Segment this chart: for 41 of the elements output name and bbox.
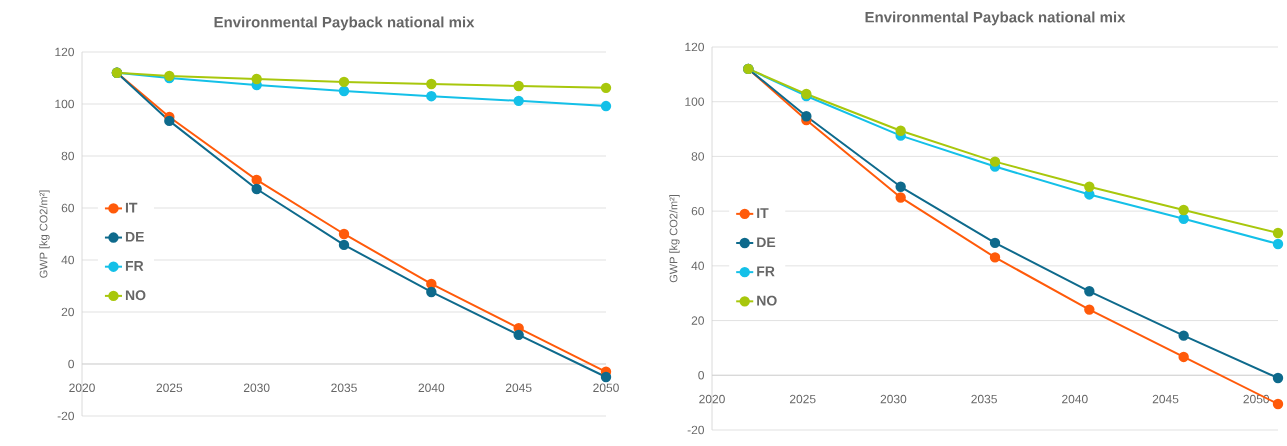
x-tick-label: 2045 xyxy=(1152,394,1179,404)
y-axis-title: GWP [kg CO2/m²] xyxy=(39,190,50,278)
x-tick-label: 2040 xyxy=(418,383,445,393)
y-tick-label: 60 xyxy=(61,203,75,213)
y-tick-label: 120 xyxy=(685,42,705,52)
legend-label: DE xyxy=(757,237,776,248)
legend-label: NO xyxy=(757,295,777,306)
y-tick-label: -20 xyxy=(687,425,705,435)
x-tick-label: 2030 xyxy=(243,383,270,393)
y-tick-label: 100 xyxy=(685,97,705,106)
legend-label: FR xyxy=(757,266,775,277)
legend-label: IT xyxy=(757,208,769,218)
x-tick-label: 2040 xyxy=(1062,394,1088,404)
x-tick-label: 2030 xyxy=(880,394,907,404)
legend-label: NO xyxy=(125,290,146,301)
y-tick-label: 120 xyxy=(55,47,75,57)
x-tick-label: 2045 xyxy=(505,383,532,393)
y-tick-label: 60 xyxy=(691,206,705,216)
x-tick-label: 2035 xyxy=(331,383,357,393)
x-tick-label: 2020 xyxy=(699,394,725,404)
x-tick-label: 2025 xyxy=(156,383,183,393)
x-tick-label: 2025 xyxy=(789,394,816,404)
y-tick-label: 40 xyxy=(691,261,705,271)
y-tick-label: 40 xyxy=(61,255,75,265)
x-tick-label: 2035 xyxy=(971,394,997,404)
chart-title: Environmental Payback national mix xyxy=(865,11,1126,26)
x-tick-label: 2050 xyxy=(593,383,619,393)
y-tick-label: 80 xyxy=(691,152,705,161)
y-tick-label: 0 xyxy=(68,359,75,369)
y-tick-label: 20 xyxy=(691,316,705,325)
y-tick-label: 80 xyxy=(61,151,75,161)
y-tick-label: -20 xyxy=(57,411,75,421)
chart-title: Environmental Payback national mix xyxy=(214,16,475,31)
y-tick-label: 100 xyxy=(55,99,75,109)
y-axis-title: GWP [kg CO2/m²] xyxy=(669,194,680,283)
y-tick-label: 0 xyxy=(698,371,705,380)
legend-label: IT xyxy=(125,202,138,213)
y-tick-label: 20 xyxy=(61,307,75,317)
legend-label: DE xyxy=(125,231,144,242)
x-tick-label: 2020 xyxy=(69,383,95,393)
legend-label: FR xyxy=(125,261,144,271)
